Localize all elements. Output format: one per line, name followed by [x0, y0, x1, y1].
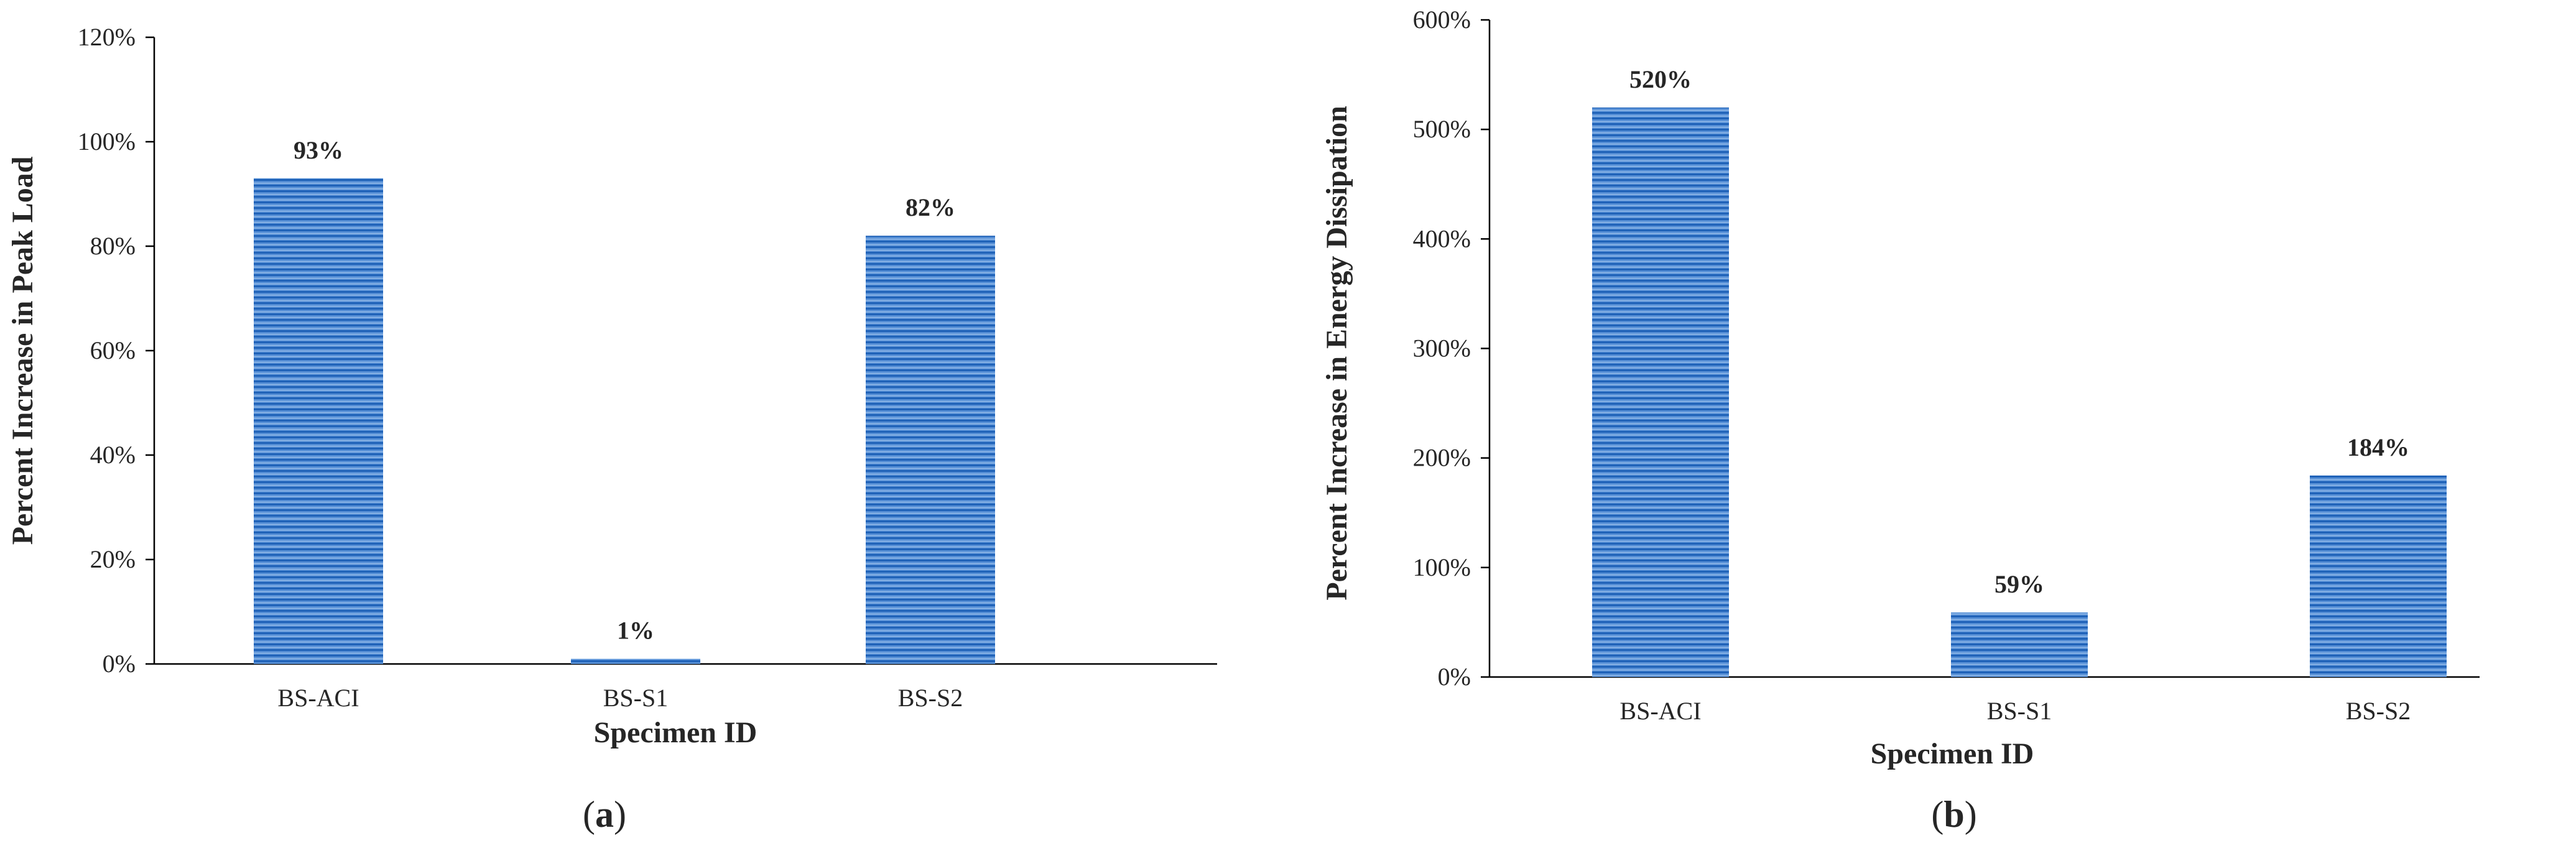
data-label: 520%: [1629, 65, 1692, 93]
y-tick-label: 200%: [1413, 444, 1471, 472]
y-tick-label: 400%: [1413, 224, 1471, 252]
y-axis-title-a: Percent Increase in Peak Load: [6, 156, 39, 545]
bar-bs-aci: [254, 178, 383, 664]
x-axis-title-a: Specimen ID: [594, 716, 758, 749]
bar-bs-s2: [866, 236, 995, 664]
x-tick-label: BS-ACI: [1619, 697, 1701, 725]
data-label: 184%: [2347, 433, 2409, 461]
panel-label-a: (a): [583, 794, 626, 835]
bar-bs-aci: [1592, 107, 1729, 677]
y-axis-b: 0% 100% 200% 300% 400% 500% 600%: [1413, 6, 1491, 691]
x-axis-title-b: Specimen ID: [1871, 737, 2034, 770]
chart-panel-b: 0% 100% 200% 300% 400% 500% 600% 520% 59% 184% B…: [1320, 6, 2480, 835]
data-label: 59%: [1995, 570, 2044, 598]
x-tick-label: BS-ACI: [277, 684, 359, 712]
x-tick-label: BS-S1: [603, 684, 669, 712]
bar-bs-s1: [1951, 612, 2088, 677]
chart-panel-a: 0% 20% 40% 60% 80% 100% 120% 93% 1% 82% BS-ACI BS…: [6, 23, 1217, 835]
y-axis-title-b: Percent Increase in Energy Dissipation: [1320, 106, 1353, 601]
data-label: 93%: [294, 136, 343, 164]
y-tick-label: 300%: [1413, 334, 1471, 362]
y-tick-label: 40%: [90, 441, 136, 469]
y-tick-label: 600%: [1413, 6, 1471, 34]
y-axis-a: 0% 20% 40% 60% 80% 100% 120%: [78, 23, 155, 678]
panel-letter-b: b: [1944, 794, 1964, 835]
y-tick-label: 80%: [90, 232, 136, 260]
y-tick-label: 0%: [1438, 663, 1471, 691]
panel-letter-a: a: [595, 794, 614, 835]
bar-bs-s1: [571, 658, 700, 664]
panel-label-b: (b): [1931, 794, 1976, 835]
y-tick-label: 0%: [103, 650, 136, 678]
y-tick-label: 100%: [1413, 553, 1471, 581]
y-tick-label: 20%: [90, 545, 136, 573]
y-tick-label: 60%: [90, 336, 136, 364]
data-label: 82%: [906, 193, 955, 221]
x-tick-label: BS-S2: [898, 684, 963, 712]
x-tick-label: BS-S1: [1987, 697, 2052, 725]
x-tick-label: BS-S2: [2346, 697, 2411, 725]
y-tick-label: 120%: [78, 23, 136, 51]
bar-bs-s2: [2310, 475, 2447, 677]
y-tick-label: 500%: [1413, 115, 1471, 143]
y-tick-label: 100%: [78, 127, 136, 155]
data-label: 1%: [617, 617, 654, 645]
